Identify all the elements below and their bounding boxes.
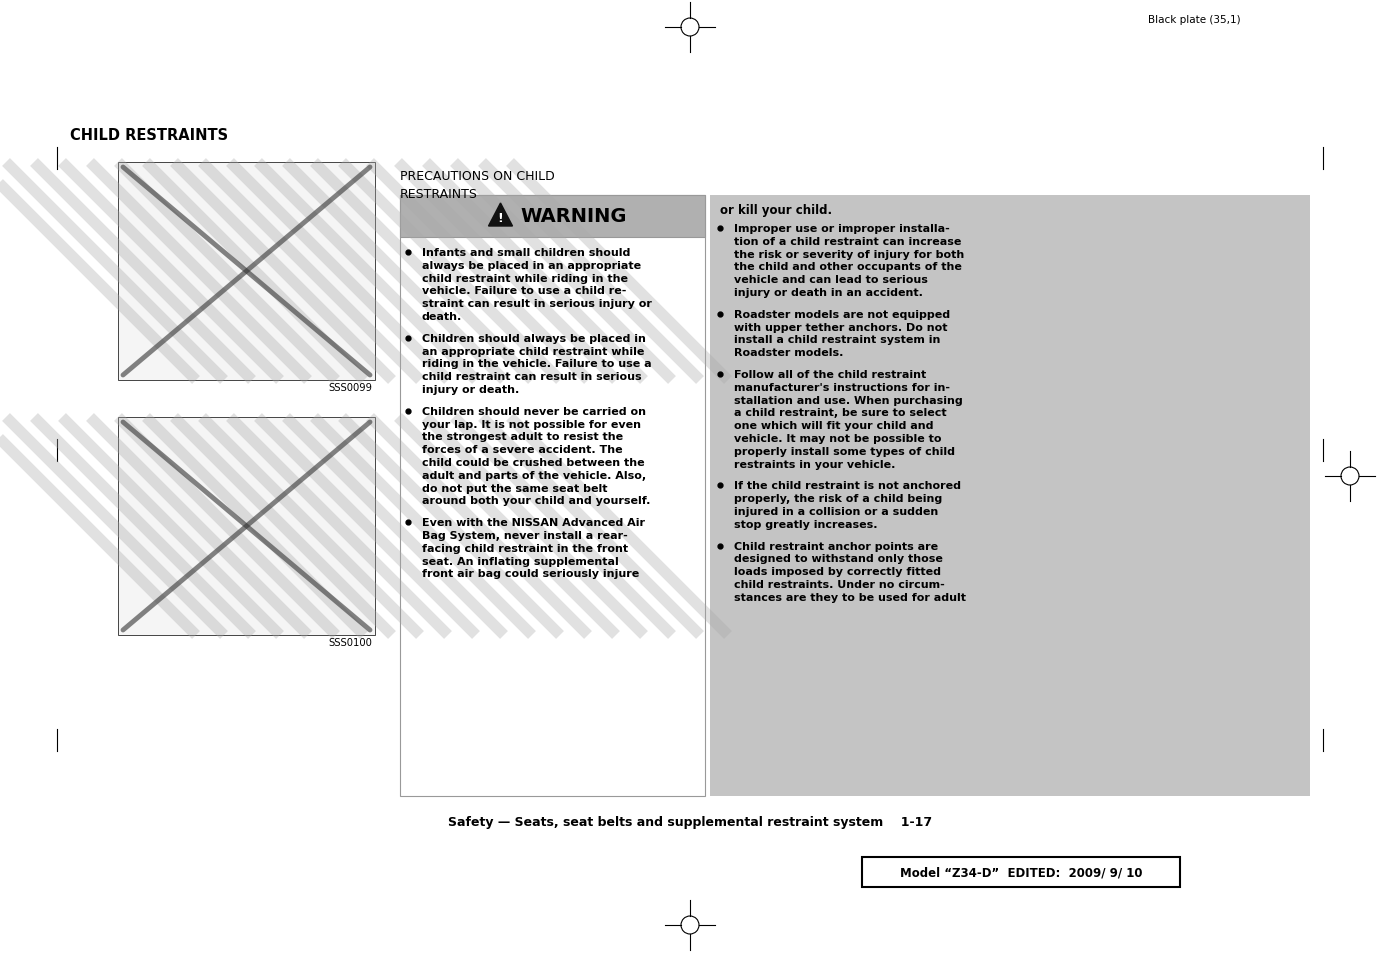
Text: child restraints. Under no circum-: child restraints. Under no circum- — [733, 579, 945, 589]
Text: the child and other occupants of the: the child and other occupants of the — [733, 262, 963, 273]
Bar — [400, 195, 704, 796]
Text: seat. An inflating supplemental: seat. An inflating supplemental — [423, 556, 619, 566]
Text: child restraint can result in serious: child restraint can result in serious — [423, 372, 642, 382]
Text: Follow all of the child restraint: Follow all of the child restraint — [733, 370, 927, 379]
Text: SSS0099: SSS0099 — [329, 382, 371, 393]
Text: RESTRAINTS: RESTRAINTS — [400, 188, 478, 201]
Text: vehicle. Failure to use a child re-: vehicle. Failure to use a child re- — [423, 286, 627, 296]
Text: SSS0100: SSS0100 — [329, 638, 371, 647]
Text: vehicle and can lead to serious: vehicle and can lead to serious — [733, 274, 928, 285]
Text: around both your child and yourself.: around both your child and yourself. — [423, 496, 650, 506]
Text: Child restraint anchor points are: Child restraint anchor points are — [733, 541, 938, 551]
Bar — [117, 163, 376, 380]
Text: Improper use or improper installa-: Improper use or improper installa- — [733, 224, 950, 233]
Text: manufacturer's instructions for in-: manufacturer's instructions for in- — [733, 382, 950, 393]
Text: install a child restraint system in: install a child restraint system in — [733, 335, 940, 345]
Text: the risk or severity of injury for both: the risk or severity of injury for both — [733, 250, 964, 259]
Text: always be placed in an appropriate: always be placed in an appropriate — [423, 260, 641, 271]
Text: properly, the risk of a child being: properly, the risk of a child being — [733, 494, 942, 504]
Text: Safety — Seats, seat belts and supplemental restraint system    1-17: Safety — Seats, seat belts and supplemen… — [447, 815, 932, 828]
Text: a child restraint, be sure to select: a child restraint, be sure to select — [733, 408, 946, 418]
Text: vehicle. It may not be possible to: vehicle. It may not be possible to — [733, 434, 942, 443]
Text: Roadster models.: Roadster models. — [733, 348, 844, 357]
Text: Roadster models are not equipped: Roadster models are not equipped — [733, 310, 950, 319]
Text: WARNING: WARNING — [521, 208, 627, 226]
Text: loads imposed by correctly fitted: loads imposed by correctly fitted — [733, 567, 940, 577]
Text: facing child restraint in the front: facing child restraint in the front — [423, 543, 628, 554]
Text: front air bag could seriously injure: front air bag could seriously injure — [423, 569, 639, 578]
Bar — [862, 857, 1179, 887]
Text: death.: death. — [423, 312, 463, 322]
Text: Children should never be carried on: Children should never be carried on — [423, 406, 646, 416]
Text: do not put the same seat belt: do not put the same seat belt — [423, 483, 608, 493]
Text: child restraint while riding in the: child restraint while riding in the — [423, 274, 628, 283]
Text: injury or death.: injury or death. — [423, 385, 519, 395]
Text: !: ! — [497, 212, 504, 224]
Text: Infants and small children should: Infants and small children should — [423, 248, 630, 257]
Text: child could be crushed between the: child could be crushed between the — [423, 457, 645, 468]
Polygon shape — [489, 204, 512, 227]
Bar — [400, 195, 704, 237]
Text: straint can result in serious injury or: straint can result in serious injury or — [423, 299, 652, 309]
Text: Black plate (35,1): Black plate (35,1) — [1148, 15, 1240, 25]
Text: adult and parts of the vehicle. Also,: adult and parts of the vehicle. Also, — [423, 471, 646, 480]
Text: riding in the vehicle. Failure to use a: riding in the vehicle. Failure to use a — [423, 359, 652, 369]
Text: one which will fit your child and: one which will fit your child and — [733, 421, 934, 431]
Text: designed to withstand only those: designed to withstand only those — [733, 554, 943, 564]
Text: your lap. It is not possible for even: your lap. It is not possible for even — [423, 419, 641, 429]
Text: stances are they to be used for adult: stances are they to be used for adult — [733, 592, 965, 602]
Text: injury or death in an accident.: injury or death in an accident. — [733, 288, 923, 297]
Text: Bag System, never install a rear-: Bag System, never install a rear- — [423, 531, 628, 540]
Text: PRECAUTIONS ON CHILD: PRECAUTIONS ON CHILD — [400, 170, 555, 183]
Text: forces of a severe accident. The: forces of a severe accident. The — [423, 445, 623, 455]
Text: stallation and use. When purchasing: stallation and use. When purchasing — [733, 395, 963, 405]
Text: tion of a child restraint can increase: tion of a child restraint can increase — [733, 236, 961, 247]
Bar — [117, 417, 376, 636]
Text: restraints in your vehicle.: restraints in your vehicle. — [733, 459, 895, 469]
Bar — [710, 195, 1311, 796]
Text: or kill your child.: or kill your child. — [720, 204, 833, 216]
Text: injured in a collision or a sudden: injured in a collision or a sudden — [733, 506, 938, 517]
Text: If the child restraint is not anchored: If the child restraint is not anchored — [733, 481, 961, 491]
Text: stop greatly increases.: stop greatly increases. — [733, 519, 877, 529]
Text: Children should always be placed in: Children should always be placed in — [423, 334, 646, 343]
Text: Even with the NISSAN Advanced Air: Even with the NISSAN Advanced Air — [423, 517, 645, 528]
Text: CHILD RESTRAINTS: CHILD RESTRAINTS — [70, 128, 228, 142]
Text: the strongest adult to resist the: the strongest adult to resist the — [423, 432, 623, 442]
Text: properly install some types of child: properly install some types of child — [733, 446, 956, 456]
Text: with upper tether anchors. Do not: with upper tether anchors. Do not — [733, 322, 947, 333]
Text: an appropriate child restraint while: an appropriate child restraint while — [423, 346, 645, 356]
Text: Model “Z34-D”  EDITED:  2009/ 9/ 10: Model “Z34-D” EDITED: 2009/ 9/ 10 — [900, 865, 1142, 879]
